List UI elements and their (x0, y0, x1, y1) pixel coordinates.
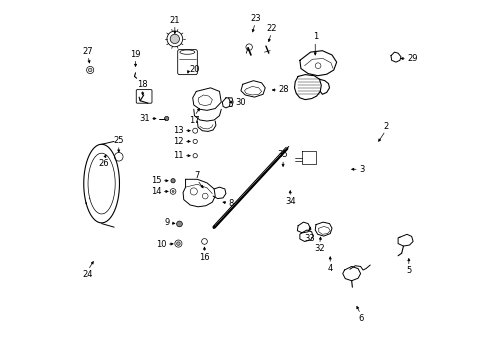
Text: 17: 17 (189, 116, 200, 125)
Text: 30: 30 (235, 98, 245, 107)
Text: 21: 21 (169, 15, 180, 24)
Text: 4: 4 (327, 264, 332, 273)
Text: 3: 3 (358, 165, 364, 174)
Text: 31: 31 (139, 114, 149, 123)
Circle shape (86, 66, 94, 73)
Text: 24: 24 (82, 270, 93, 279)
Text: 13: 13 (173, 126, 183, 135)
Text: 18: 18 (137, 80, 148, 89)
Text: 29: 29 (406, 54, 417, 63)
Text: 22: 22 (265, 24, 276, 33)
Circle shape (176, 221, 182, 227)
Circle shape (170, 189, 176, 194)
Circle shape (201, 239, 207, 244)
Text: 25: 25 (113, 136, 124, 145)
Text: 20: 20 (189, 65, 199, 74)
Text: 11: 11 (173, 151, 183, 160)
Text: 12: 12 (173, 137, 183, 146)
Text: 9: 9 (164, 219, 169, 228)
Text: 10: 10 (156, 240, 166, 249)
Text: 1: 1 (312, 32, 317, 41)
Text: 27: 27 (82, 47, 93, 56)
Ellipse shape (180, 50, 194, 54)
Text: 28: 28 (278, 85, 288, 94)
Circle shape (170, 34, 179, 44)
Circle shape (245, 44, 252, 50)
Text: 32: 32 (314, 244, 324, 253)
Text: 26: 26 (98, 159, 108, 168)
Text: 2: 2 (382, 122, 387, 131)
Circle shape (175, 240, 182, 247)
Circle shape (114, 153, 123, 161)
Text: 33: 33 (304, 234, 314, 243)
Circle shape (176, 242, 180, 246)
Circle shape (172, 190, 174, 193)
Circle shape (192, 128, 197, 133)
Text: 8: 8 (228, 199, 233, 208)
Text: 5: 5 (406, 266, 410, 275)
Circle shape (166, 31, 183, 47)
Circle shape (171, 179, 175, 183)
FancyBboxPatch shape (136, 90, 152, 103)
Circle shape (315, 63, 320, 68)
Text: 23: 23 (249, 14, 260, 23)
Text: 35: 35 (277, 150, 288, 159)
Circle shape (193, 154, 197, 158)
Text: 16: 16 (199, 253, 209, 262)
Circle shape (88, 68, 92, 72)
Circle shape (164, 116, 168, 121)
Circle shape (190, 188, 197, 195)
Text: 15: 15 (151, 176, 162, 185)
Text: 14: 14 (151, 187, 162, 196)
Text: 34: 34 (285, 197, 295, 206)
FancyBboxPatch shape (177, 50, 197, 75)
Circle shape (202, 193, 207, 199)
Text: 7: 7 (194, 171, 200, 180)
Text: 6: 6 (357, 314, 363, 323)
Circle shape (193, 139, 197, 144)
Text: 19: 19 (130, 50, 141, 59)
